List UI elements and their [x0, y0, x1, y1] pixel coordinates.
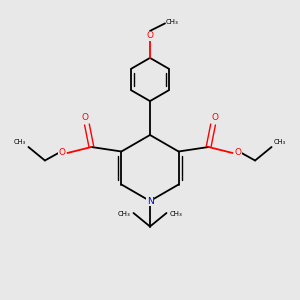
Text: O: O: [58, 148, 65, 157]
Text: CH₃: CH₃: [14, 140, 26, 146]
Text: N: N: [147, 196, 153, 206]
Text: O: O: [146, 32, 154, 40]
Text: CH₃: CH₃: [118, 212, 130, 218]
Text: O: O: [235, 148, 242, 157]
Text: CH₃: CH₃: [274, 140, 286, 146]
Text: O: O: [211, 113, 218, 122]
Text: CH₃: CH₃: [166, 19, 179, 25]
Text: CH₃: CH₃: [170, 212, 182, 218]
Text: O: O: [82, 113, 89, 122]
